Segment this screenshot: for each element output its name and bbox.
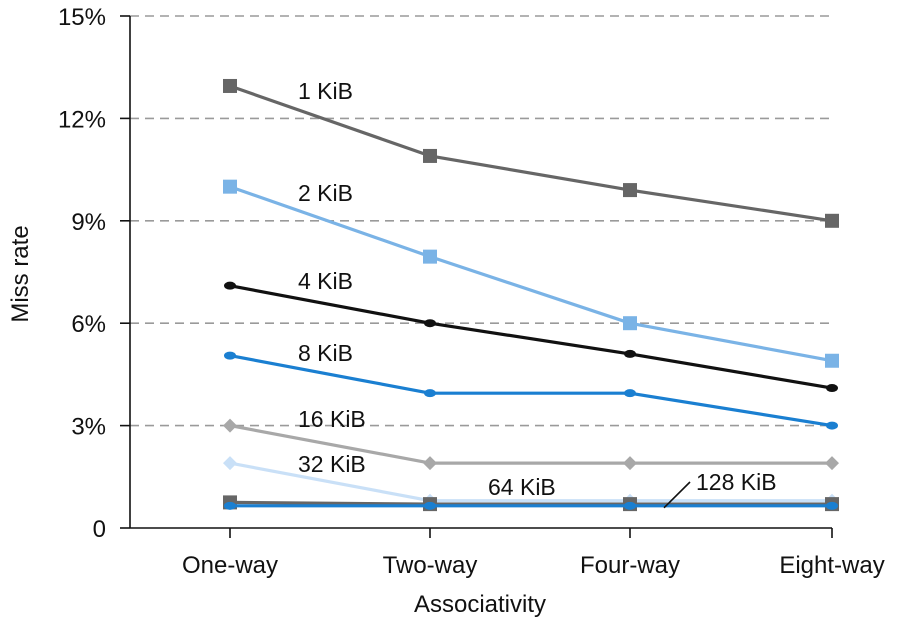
data-point-32-kib-one-way [223,456,237,471]
series-label-1-kib: 1 KiB [298,78,353,104]
series-label-4-kib: 4 KiB [298,268,353,294]
series-line-64-kib [229,500,832,506]
series-lines [223,78,839,512]
series-line-4-kib [229,284,833,390]
data-point-1-kib-four-way [623,183,637,198]
series-label-8-kib: 8 KiB [298,340,353,366]
series-line-8-kib [229,354,833,428]
data-point-1-kib-two-way [423,148,437,163]
y-tick-labels: 0 3% 6% 9% 12% 15% [58,4,106,543]
data-point-8-kib-one-way [224,351,236,360]
data-point-8-kib-four-way [624,389,636,398]
series-label-2-kib: 2 KiB [298,180,353,206]
data-point-16-kib-eight-way [825,456,839,471]
series-label-128-kib: 128 KiB [696,469,777,495]
data-point-4-kib-two-way [424,319,436,328]
series-line-1-kib [229,84,833,223]
y-tick-label: 3% [71,414,106,441]
series-1-kib [223,78,839,228]
series-line-32-kib [229,461,832,503]
data-point-128-kib-two-way [424,501,436,510]
data-point-1-kib-eight-way [825,213,839,228]
y-tick-label: 12% [58,106,106,133]
y-tick-label: 0 [93,516,106,543]
series-line-16-kib [229,424,832,465]
series-labels: 1 KiB 2 KiB 4 KiB 8 KiB 16 KiB 32 KiB 64 KiB 12… [298,78,777,509]
data-point-128-kib-one-way [224,501,236,510]
data-point-2-kib-two-way [423,249,437,264]
data-point-1-kib-one-way [223,78,237,93]
data-point-128-kib-eight-way [826,501,838,510]
series-4-kib [224,281,838,393]
data-point-4-kib-one-way [224,281,236,290]
y-axis-title: Miss rate [7,225,34,322]
y-tick-label: 15% [58,4,106,31]
data-point-16-kib-four-way [623,456,637,471]
series-128-kib [224,501,838,510]
series-2-kib [223,179,839,368]
y-tick-label: 9% [71,209,106,236]
x-tick-label-two-way: Two-way [383,552,478,579]
data-point-2-kib-one-way [223,179,237,194]
data-point-4-kib-four-way [624,349,636,358]
x-axis-title: Associativity [414,591,546,618]
series-line-2-kib [229,185,833,363]
x-tick-label-four-way: Four-way [580,552,680,579]
data-point-128-kib-four-way [624,501,636,510]
x-tick-labels: One-way Two-way Four-way Eight-way [182,552,885,579]
series-16-kib [223,418,839,471]
x-tick-label-one-way: One-way [182,552,278,579]
data-point-16-kib-two-way [423,456,437,471]
gridlines [130,15,832,427]
series-label-32-kib: 32 KiB [298,451,366,477]
data-point-8-kib-two-way [424,389,436,398]
series-8-kib [224,351,838,430]
axes [120,15,833,538]
data-point-8-kib-eight-way [826,421,838,430]
x-tick-label-eight-way: Eight-way [779,552,884,579]
data-point-16-kib-one-way [223,418,237,433]
data-point-2-kib-four-way [623,316,637,331]
y-tick-label: 6% [71,311,106,338]
series-label-64-kib: 64 KiB [488,474,556,500]
data-point-4-kib-eight-way [826,384,838,393]
series-label-16-kib: 16 KiB [298,406,366,432]
data-point-2-kib-eight-way [825,353,839,368]
series-label-leader-128-kib [663,481,691,509]
